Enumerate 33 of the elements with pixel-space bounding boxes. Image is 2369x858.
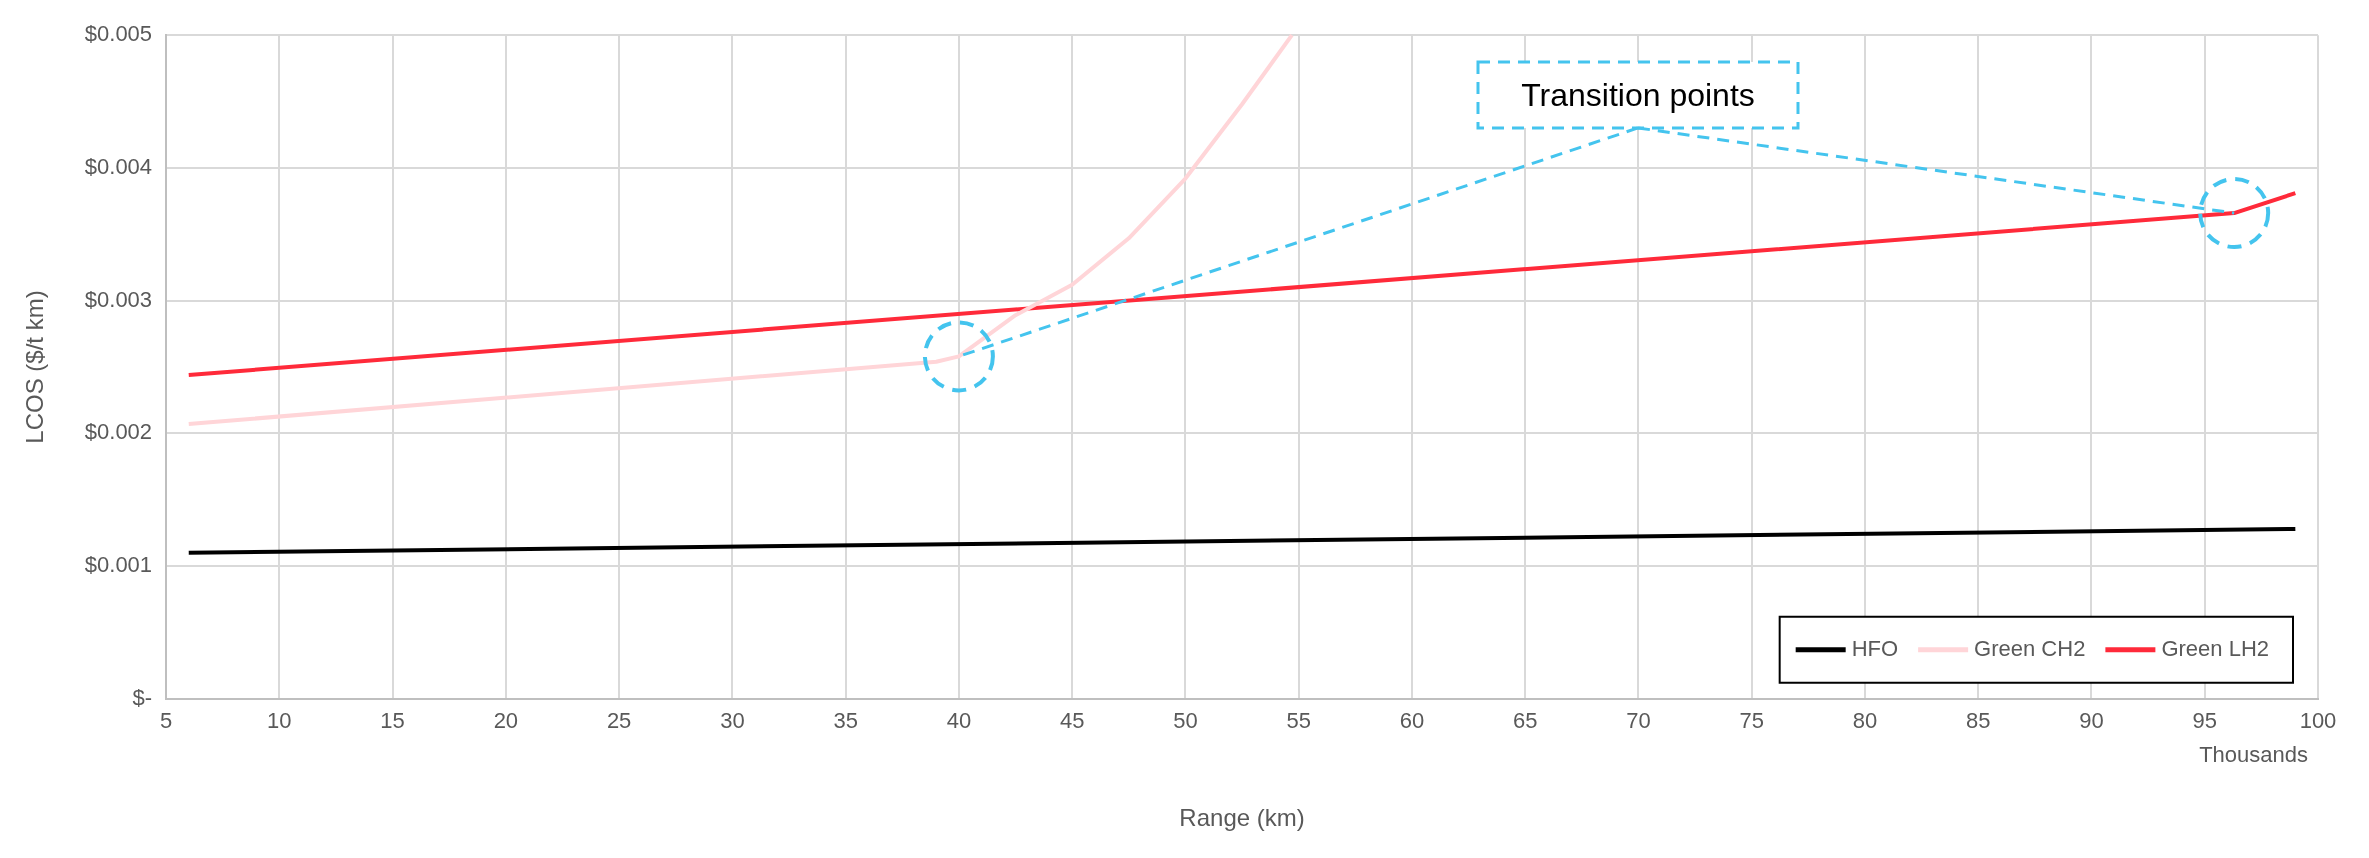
y-tick-label: $0.001 [84,552,153,578]
x-tick-label: 65 [1512,708,1538,734]
x-tick-label: 55 [1286,708,1311,734]
y-axis-title: LCOS ($/t km) [21,290,49,444]
annotation: Transition points [1521,76,1755,113]
text: Thousands [2199,741,2308,767]
x-tick-label: 70 [1626,708,1651,734]
y-tick-label: $- [132,684,153,710]
legend-label: Green LH2 [2161,635,2270,661]
x-tick-label: 20 [493,708,519,734]
x-tick-label: 85 [1965,708,1991,734]
y-tick-label: $0.002 [84,419,153,445]
x-tick-label: 75 [1739,708,1764,734]
x-tick-label: 5 [159,708,173,734]
x-tick-label: 15 [380,708,405,734]
x-tick-label: 10 [267,708,292,734]
x-tick-label: 25 [606,708,632,734]
x-tick-label: 90 [2079,708,2104,734]
x-tick-label: 80 [1852,708,1878,734]
y-tick-label: $0.003 [84,286,153,312]
x-tick-label: 60 [1399,708,1425,734]
x-tick-label: 45 [1059,708,1085,734]
legend-label: HFO [1851,635,1899,661]
x-tick-label: 100 [2299,708,2337,734]
x-axis-title: Range (km) [1179,804,1305,832]
x-tick-label: 95 [2192,708,2217,734]
legend-label: Green CH2 [1974,635,2086,661]
y-tick-label: $0.005 [84,21,153,47]
x-tick-label: 35 [833,708,858,734]
x-tick-label: 50 [1173,708,1198,734]
x-tick-label: 30 [720,708,745,734]
y-tick-label: $0.004 [84,153,153,179]
x-tick-label: 40 [946,708,972,734]
